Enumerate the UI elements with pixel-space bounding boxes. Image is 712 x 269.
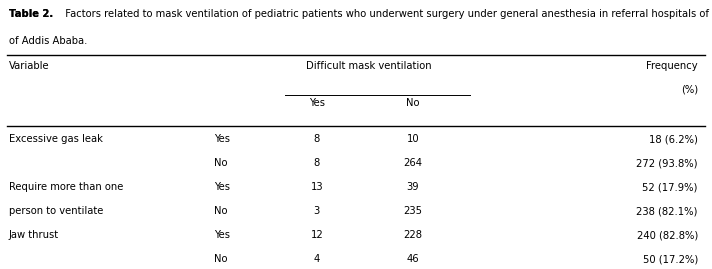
Text: 46: 46	[407, 254, 419, 264]
Text: 4: 4	[314, 254, 320, 264]
Text: No: No	[214, 158, 227, 168]
Text: 8: 8	[314, 158, 320, 168]
Text: No: No	[214, 206, 227, 216]
Text: 12: 12	[310, 230, 323, 240]
Text: 228: 228	[404, 230, 422, 240]
Text: Yes: Yes	[214, 182, 229, 192]
Text: 52 (17.9%): 52 (17.9%)	[642, 182, 698, 192]
Text: Require more than one: Require more than one	[9, 182, 123, 192]
Text: Variable: Variable	[9, 61, 49, 70]
Text: (%): (%)	[681, 85, 698, 95]
Text: 13: 13	[310, 182, 323, 192]
Text: 39: 39	[407, 182, 419, 192]
Text: 50 (17.2%): 50 (17.2%)	[642, 254, 698, 264]
Text: Yes: Yes	[309, 98, 325, 108]
Text: 272 (93.8%): 272 (93.8%)	[637, 158, 698, 168]
Text: of Addis Ababa.: of Addis Ababa.	[9, 36, 87, 45]
Text: Table 2.: Table 2.	[9, 9, 53, 19]
Text: No: No	[214, 254, 227, 264]
Text: 264: 264	[404, 158, 422, 168]
Text: 10: 10	[407, 134, 419, 144]
Text: Difficult mask ventilation: Difficult mask ventilation	[305, 61, 431, 70]
Text: Yes: Yes	[214, 230, 229, 240]
Text: Excessive gas leak: Excessive gas leak	[9, 134, 103, 144]
Text: person to ventilate: person to ventilate	[9, 206, 103, 216]
Text: Table 2.: Table 2.	[9, 9, 53, 19]
Text: Table 2.  Factors related to mask ventilation of pediatric patients who underwen: Table 2. Factors related to mask ventila…	[0, 268, 1, 269]
Text: No: No	[407, 98, 419, 108]
Text: 8: 8	[314, 134, 320, 144]
Text: 235: 235	[404, 206, 422, 216]
Text: Jaw thrust: Jaw thrust	[9, 230, 58, 240]
Text: Factors related to mask ventilation of pediatric patients who underwent surgery : Factors related to mask ventilation of p…	[59, 9, 712, 19]
Text: 18 (6.2%): 18 (6.2%)	[649, 134, 698, 144]
Text: Frequency: Frequency	[646, 61, 698, 70]
Text: 238 (82.1%): 238 (82.1%)	[637, 206, 698, 216]
Text: Yes: Yes	[214, 134, 229, 144]
Text: 240 (82.8%): 240 (82.8%)	[637, 230, 698, 240]
Text: 3: 3	[314, 206, 320, 216]
